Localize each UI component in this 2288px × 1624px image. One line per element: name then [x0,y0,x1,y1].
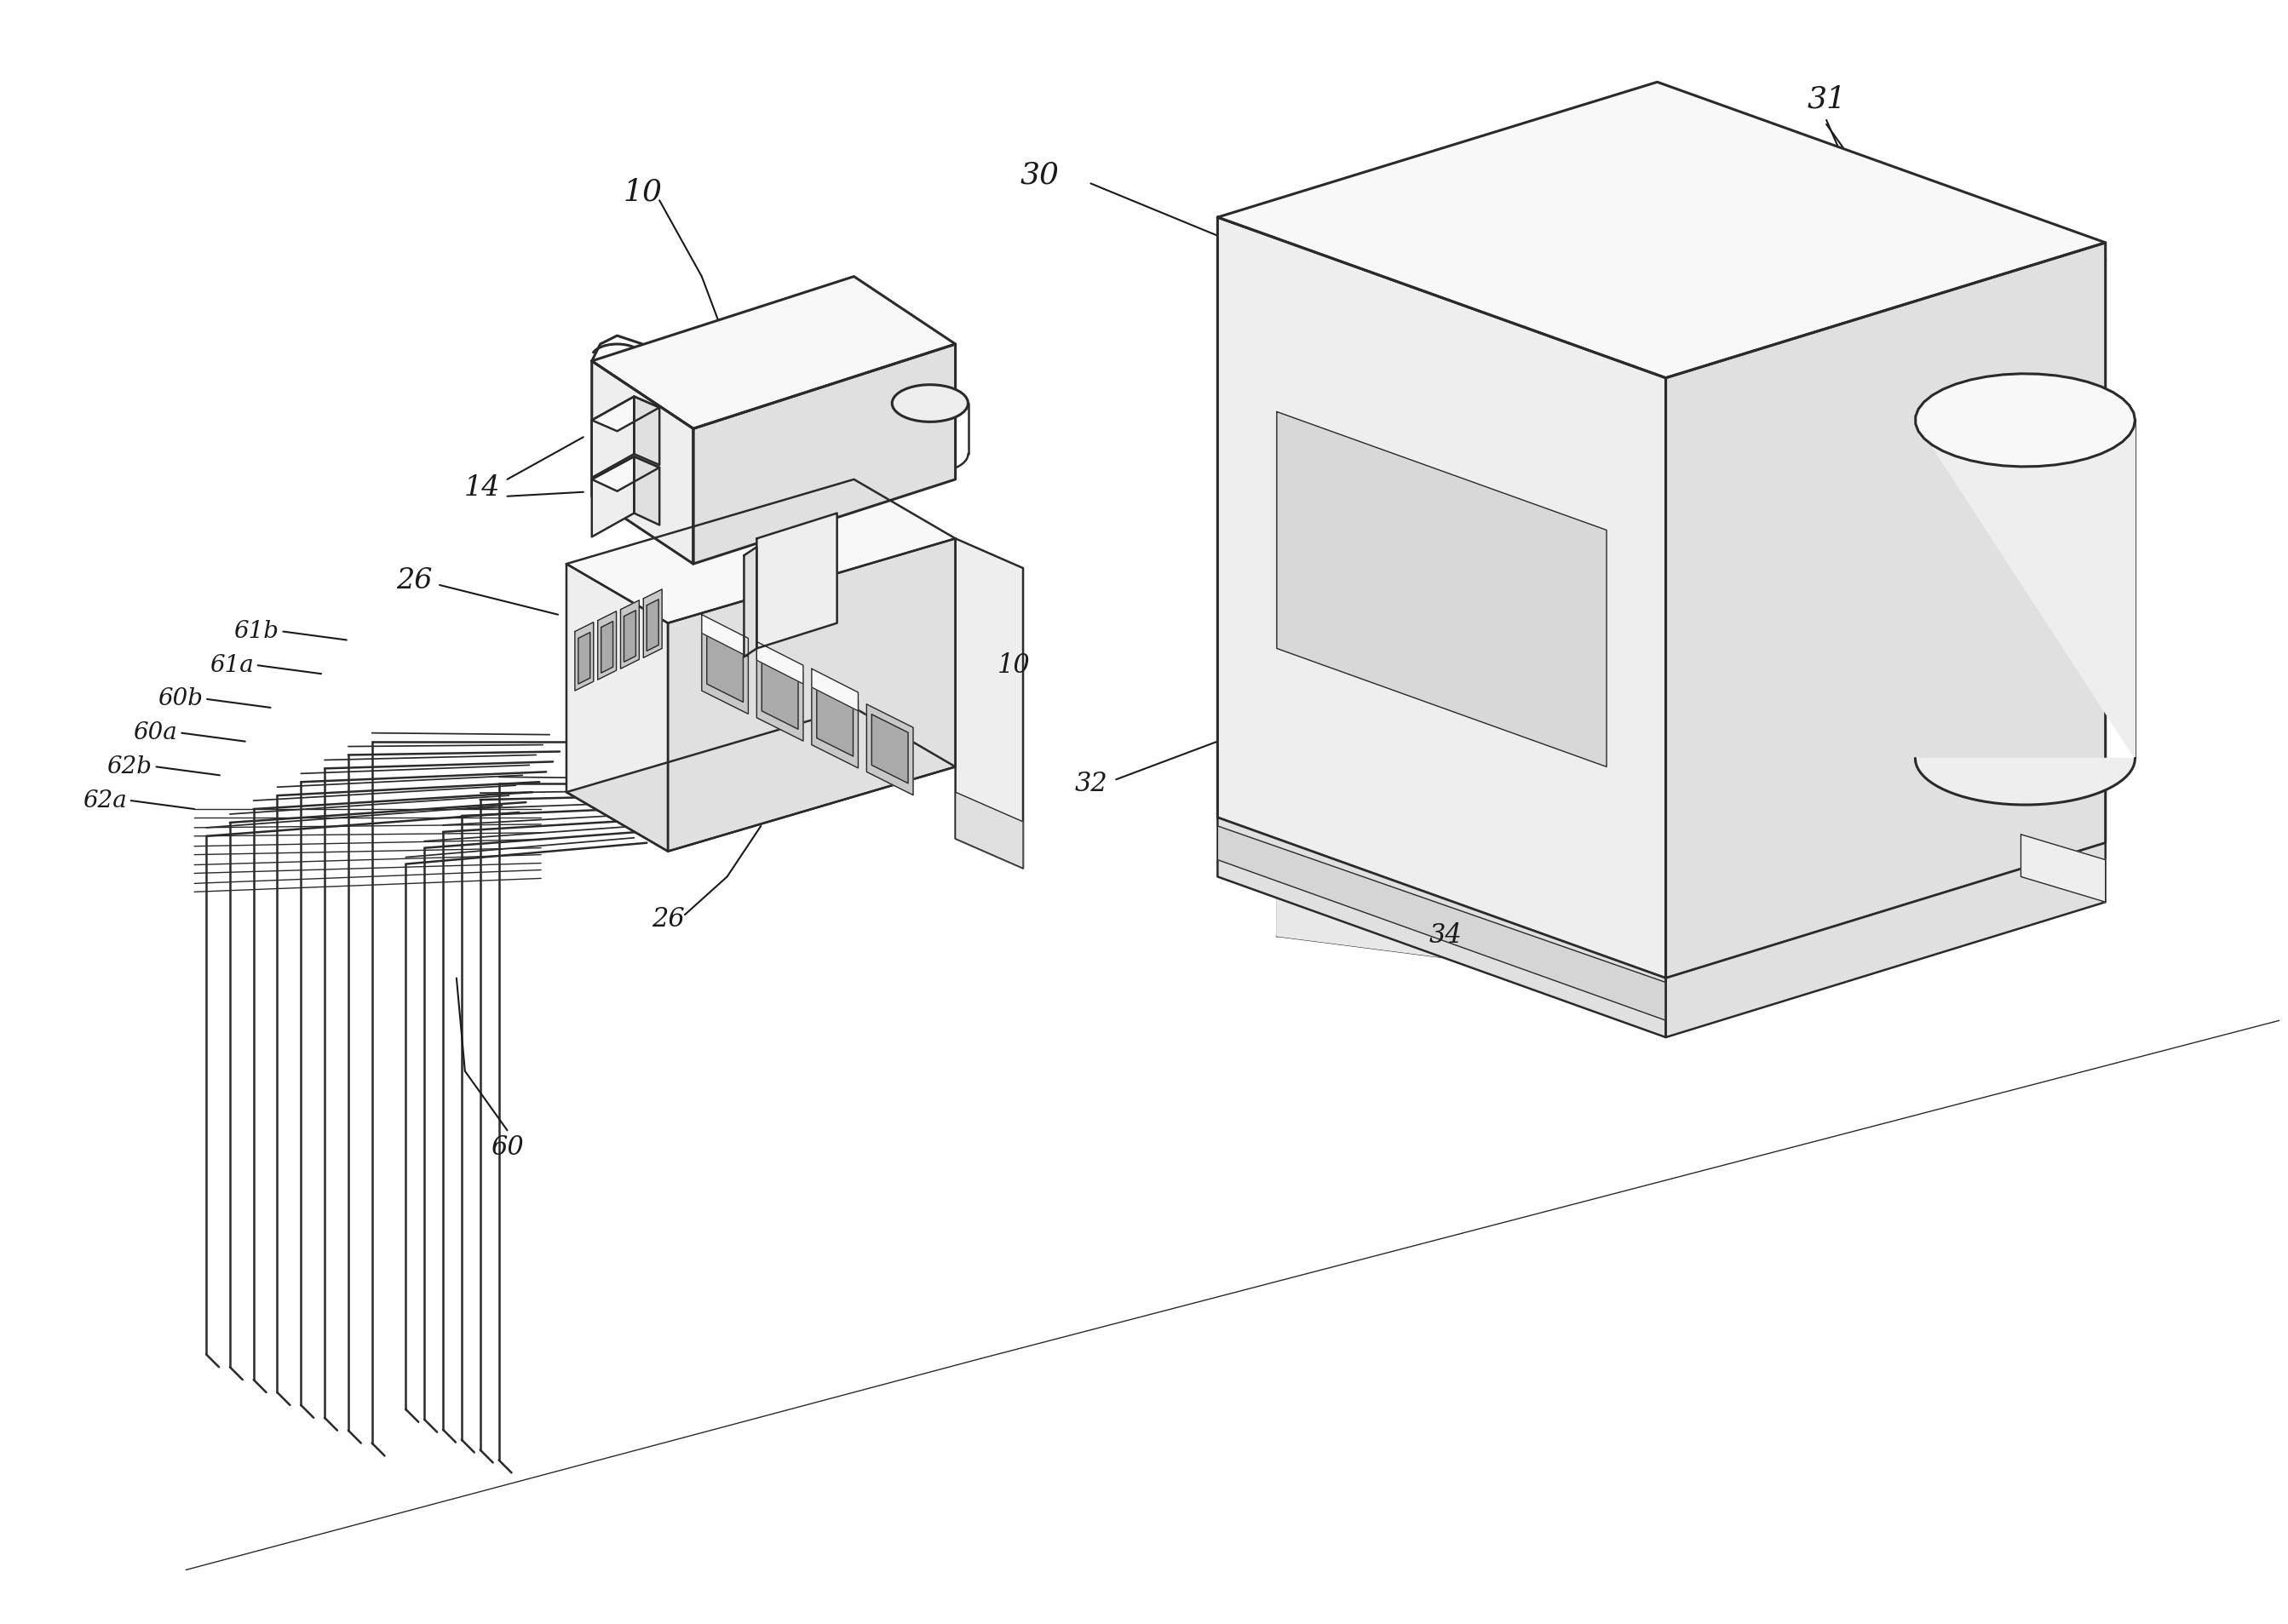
Text: 10: 10 [622,177,661,206]
Polygon shape [597,611,615,680]
Polygon shape [1217,817,1666,1038]
Polygon shape [593,396,634,477]
Polygon shape [2020,835,2105,901]
Polygon shape [956,539,1023,869]
Polygon shape [867,705,913,796]
Text: 26: 26 [652,906,684,932]
Polygon shape [574,622,593,690]
Polygon shape [812,677,858,768]
Polygon shape [1217,81,2105,378]
Polygon shape [1217,827,1666,1020]
Polygon shape [593,361,693,564]
Polygon shape [1915,374,2135,806]
Text: 10: 10 [998,653,1030,679]
Polygon shape [1277,226,1606,978]
Polygon shape [593,456,659,490]
Text: 60b: 60b [158,687,204,711]
Text: 26: 26 [396,567,432,594]
Text: 61b: 61b [233,620,279,643]
Polygon shape [579,632,590,684]
Polygon shape [757,650,803,741]
Polygon shape [1277,412,1606,767]
Text: 60a: 60a [133,721,178,744]
Polygon shape [634,396,659,464]
Polygon shape [707,633,744,702]
Text: 14: 14 [464,474,501,502]
Polygon shape [1915,374,2135,466]
Polygon shape [593,396,659,430]
Text: 62b: 62b [108,755,151,778]
Polygon shape [956,793,1023,869]
Polygon shape [593,276,956,429]
Polygon shape [872,715,908,783]
Polygon shape [620,601,638,669]
Polygon shape [892,385,968,422]
Polygon shape [1217,218,1666,978]
Polygon shape [1666,843,2105,1038]
Polygon shape [812,669,858,711]
Text: 61a: 61a [210,654,254,677]
Text: 62a: 62a [82,789,126,812]
Polygon shape [567,708,956,851]
Polygon shape [1666,242,2105,978]
Text: 60: 60 [490,1134,524,1161]
Polygon shape [693,344,956,564]
Polygon shape [648,599,659,651]
Polygon shape [567,479,956,624]
Polygon shape [602,622,613,672]
Text: 30: 30 [1020,161,1059,190]
Polygon shape [634,456,659,525]
Polygon shape [702,624,748,715]
Text: 32: 32 [1075,770,1107,797]
Text: 34: 34 [1430,922,1462,948]
Polygon shape [668,539,956,851]
Polygon shape [744,547,757,656]
Polygon shape [702,614,748,656]
Polygon shape [762,661,799,729]
Polygon shape [757,513,837,648]
Polygon shape [625,611,636,663]
Polygon shape [643,590,661,658]
Polygon shape [593,456,634,538]
Polygon shape [567,564,668,851]
Text: 31: 31 [1808,84,1846,114]
Polygon shape [757,641,803,684]
Polygon shape [817,687,853,757]
